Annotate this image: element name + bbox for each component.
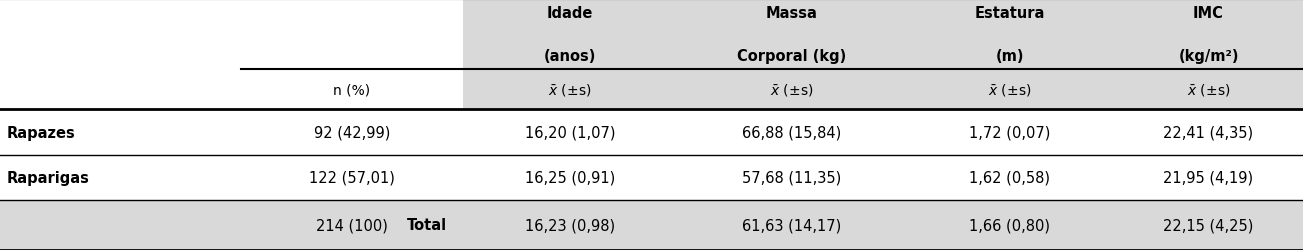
Text: 1,66 (0,80): 1,66 (0,80) xyxy=(969,218,1050,232)
Text: 61,63 (14,17): 61,63 (14,17) xyxy=(741,218,842,232)
Text: 1,62 (0,58): 1,62 (0,58) xyxy=(969,170,1050,185)
Text: Raparigas: Raparigas xyxy=(7,170,90,185)
Text: 92 (42,99): 92 (42,99) xyxy=(314,125,390,140)
Text: (m): (m) xyxy=(995,49,1024,64)
Text: Massa: Massa xyxy=(766,6,817,21)
Text: (anos): (anos) xyxy=(543,49,597,64)
Text: n (%): n (%) xyxy=(334,83,370,97)
Text: Total: Total xyxy=(407,218,447,232)
Text: $\bar{x}$ (±s): $\bar{x}$ (±s) xyxy=(988,82,1032,98)
Text: 16,20 (1,07): 16,20 (1,07) xyxy=(525,125,615,140)
Text: 1,72 (0,07): 1,72 (0,07) xyxy=(969,125,1050,140)
Text: 16,25 (0,91): 16,25 (0,91) xyxy=(525,170,615,185)
Text: Rapazes: Rapazes xyxy=(7,125,76,140)
Text: 22,41 (4,35): 22,41 (4,35) xyxy=(1164,125,1253,140)
Text: (kg/m²): (kg/m²) xyxy=(1178,49,1239,64)
Text: 57,68 (11,35): 57,68 (11,35) xyxy=(741,170,842,185)
Text: $\bar{x}$ (±s): $\bar{x}$ (±s) xyxy=(549,82,592,98)
Text: 122 (57,01): 122 (57,01) xyxy=(309,170,395,185)
Text: $\bar{x}$ (±s): $\bar{x}$ (±s) xyxy=(770,82,813,98)
Text: 214 (100): 214 (100) xyxy=(315,218,388,232)
Text: 66,88 (15,84): 66,88 (15,84) xyxy=(741,125,842,140)
Text: 22,15 (4,25): 22,15 (4,25) xyxy=(1164,218,1253,232)
Text: 21,95 (4,19): 21,95 (4,19) xyxy=(1164,170,1253,185)
Text: $\bar{x}$ (±s): $\bar{x}$ (±s) xyxy=(1187,82,1230,98)
Text: IMC: IMC xyxy=(1194,6,1224,21)
Text: Estatura: Estatura xyxy=(975,6,1045,21)
Text: 16,23 (0,98): 16,23 (0,98) xyxy=(525,218,615,232)
Text: Idade: Idade xyxy=(547,6,593,21)
Text: Corporal (kg): Corporal (kg) xyxy=(737,49,846,64)
